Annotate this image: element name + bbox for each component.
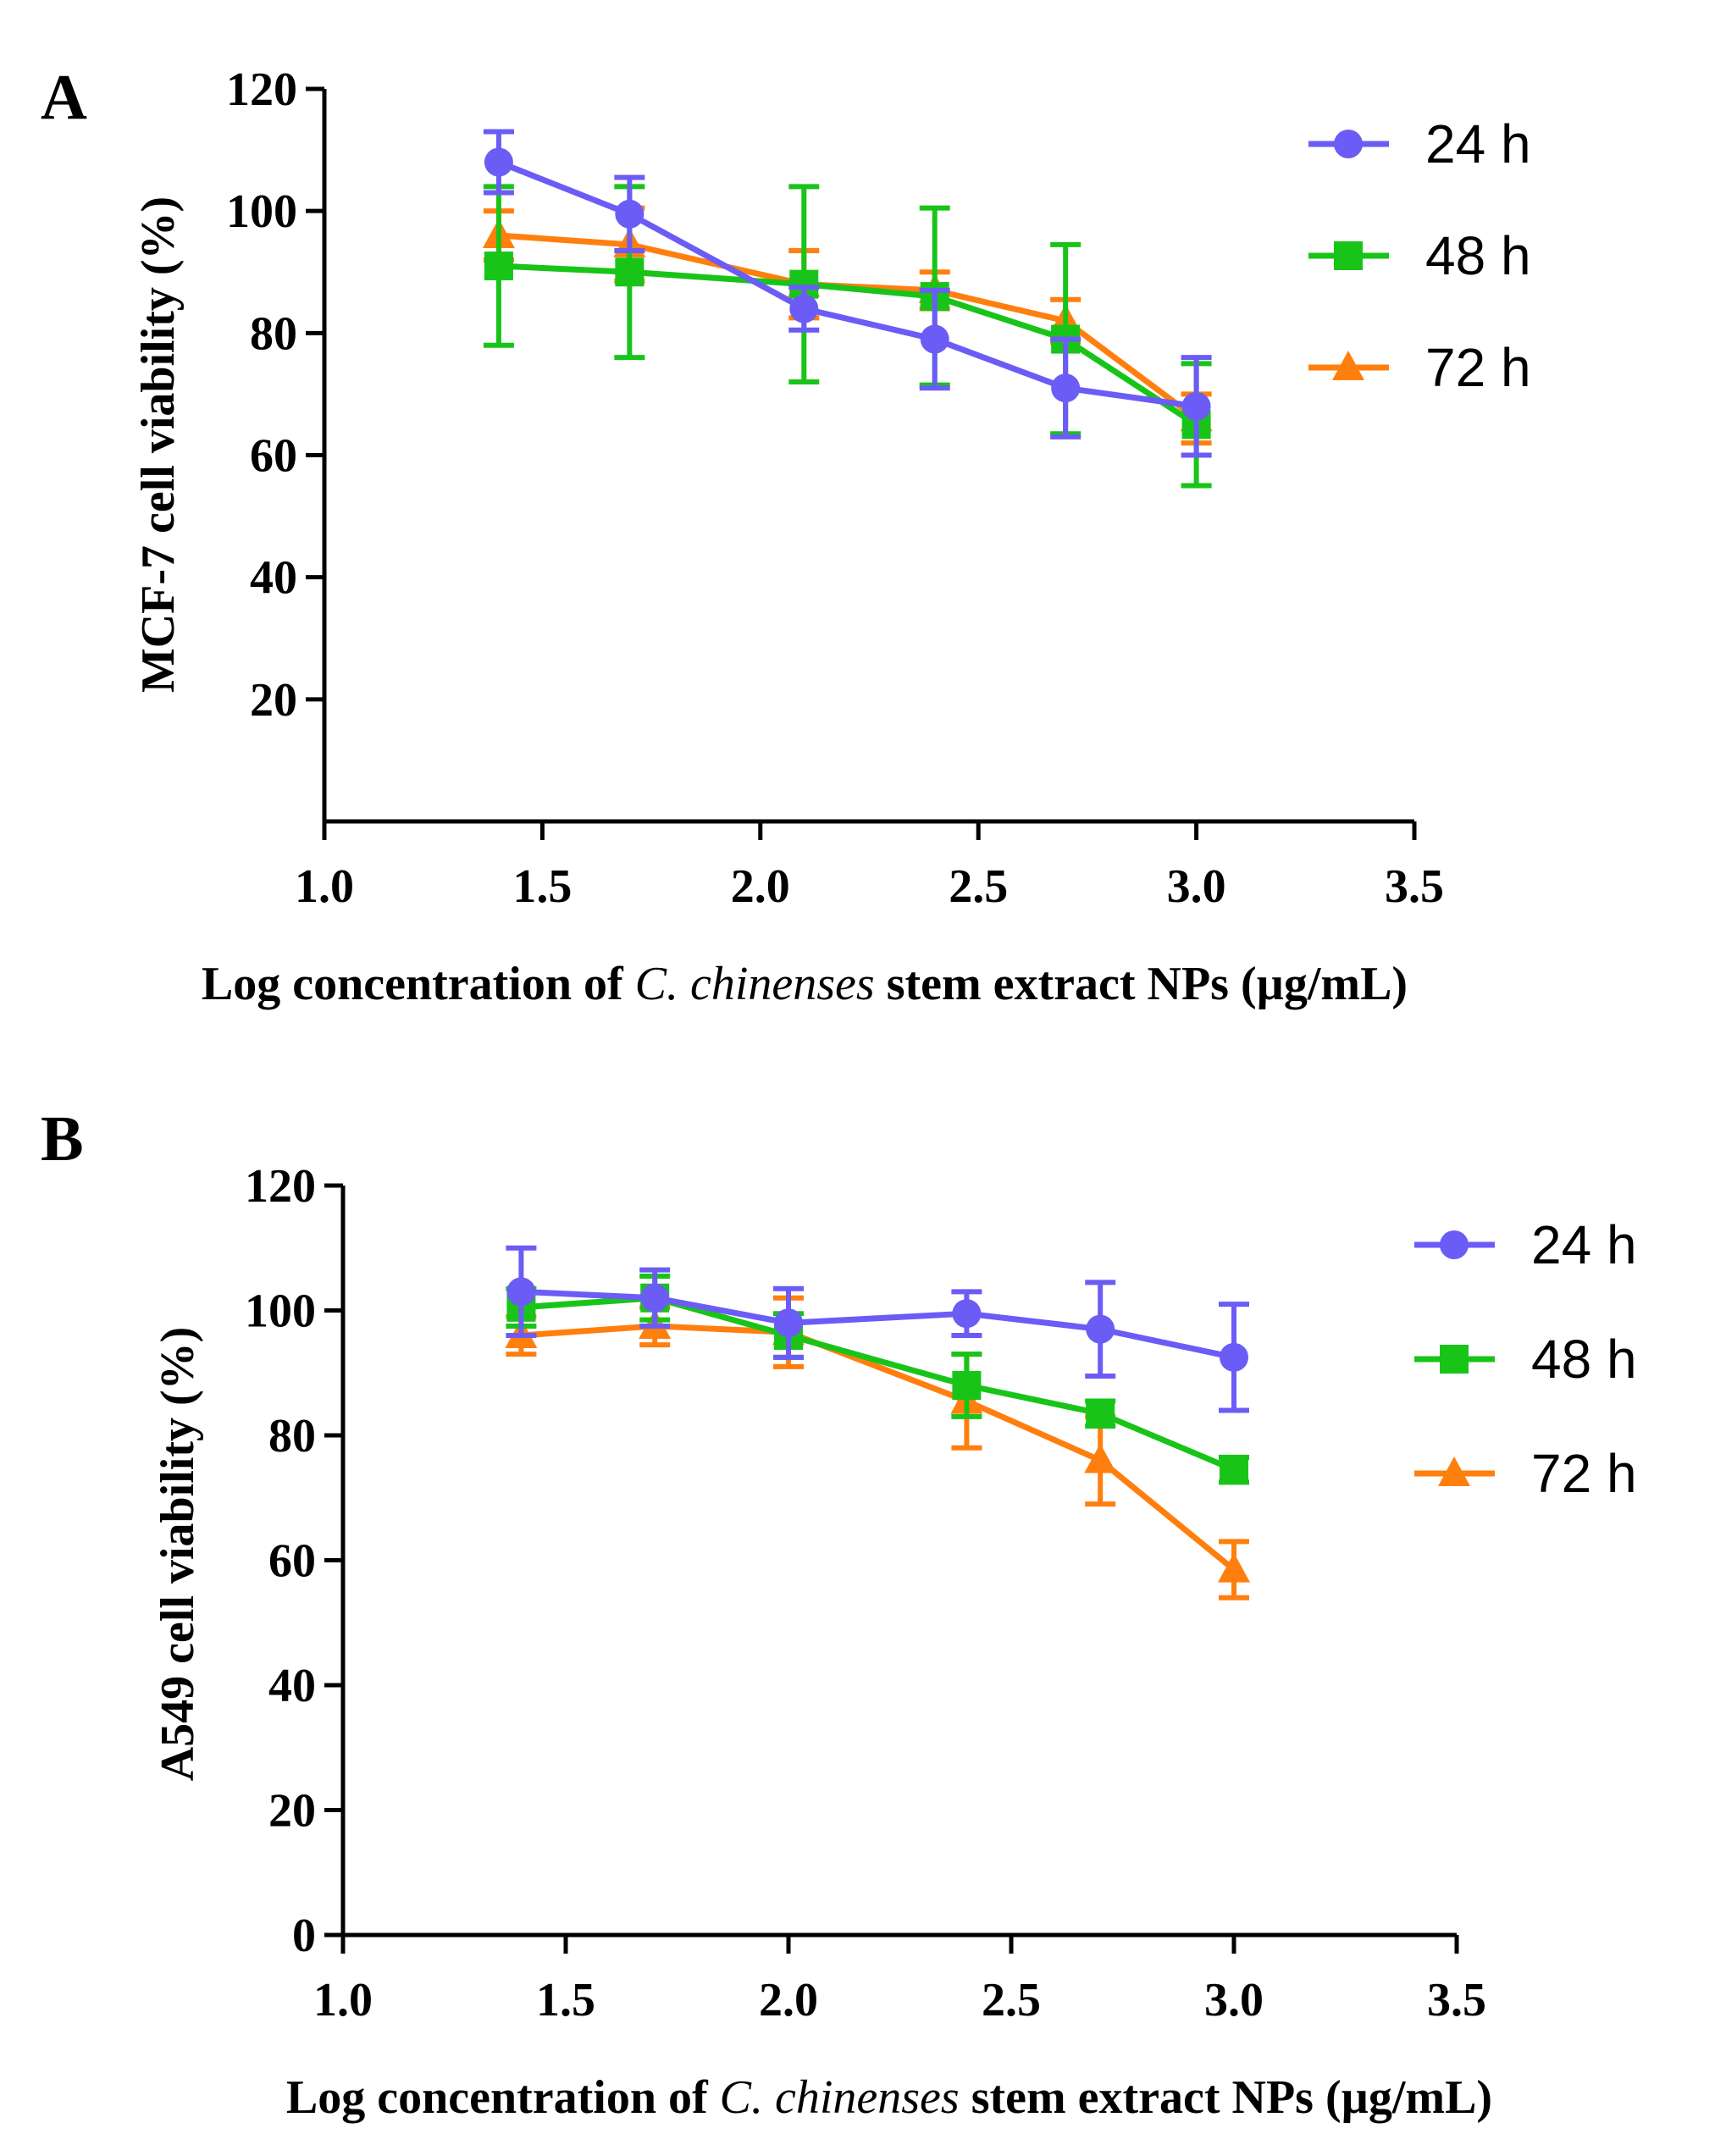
x-axis-title-a: Log concentration of C. chinenses stem e… xyxy=(202,958,1408,1010)
y-tick-label: 40 xyxy=(268,1660,316,1712)
x-tick-label: 1.5 xyxy=(512,860,572,913)
legend-item-72h: 72 h xyxy=(1414,1443,1637,1504)
ticks-b: 1.0 1.5 2.0 2.5 3.0 3.5 0 20 40 60 80 100 120 xyxy=(245,1160,1486,2026)
data-point xyxy=(774,1308,803,1338)
series-24h xyxy=(483,129,1212,458)
data-point xyxy=(1086,1314,1115,1344)
x-tick-label: 1.5 xyxy=(536,1974,595,2026)
y-axis-title-a: MCF-7 cell viability (%) xyxy=(132,196,185,693)
data-point xyxy=(484,252,513,281)
x-tick-label: 3.5 xyxy=(1385,860,1444,913)
legend-marker xyxy=(1440,1230,1469,1259)
x-tick-label: 1.0 xyxy=(313,1974,373,2026)
data-point xyxy=(952,1371,982,1400)
series-line xyxy=(521,1295,1236,1473)
series-a xyxy=(482,129,1213,489)
legend-label: 72 h xyxy=(1425,337,1531,398)
legend-item-24h: 24 h xyxy=(1308,113,1531,174)
x-tick-label: 2.5 xyxy=(949,860,1008,913)
panel-b: B A549 cell viability (%) Log concentrat… xyxy=(41,1103,1637,2124)
x-axis-title-b: Log concentration of C. chinenses stem e… xyxy=(286,2071,1492,2124)
y-tick-label: 60 xyxy=(250,430,297,483)
series-b xyxy=(505,1245,1250,1600)
y-tick-label: 20 xyxy=(250,674,297,727)
data-point xyxy=(615,257,644,287)
data-point xyxy=(1084,1443,1117,1473)
data-point xyxy=(1220,1342,1248,1372)
y-tick-label: 100 xyxy=(245,1285,316,1338)
legend-marker xyxy=(1440,1345,1469,1374)
x-tick-label: 2.0 xyxy=(759,1974,818,2026)
series-line xyxy=(497,159,1198,410)
legend-label: 24 h xyxy=(1531,1214,1637,1275)
data-point xyxy=(1218,1552,1250,1583)
axes-a xyxy=(322,89,1414,824)
legend-label: 24 h xyxy=(1425,113,1531,174)
panel-label-b: B xyxy=(41,1103,84,1175)
x-tick-label: 2.0 xyxy=(731,860,790,913)
legend-label: 48 h xyxy=(1531,1329,1637,1390)
y-axis-title-b: A549 cell viability (%) xyxy=(152,1327,204,1782)
legend-marker xyxy=(1438,1457,1470,1486)
legend-b: 24 h 48 h 72 h xyxy=(1414,1214,1637,1504)
legend-label: 48 h xyxy=(1425,225,1531,286)
x-tick-label: 3.5 xyxy=(1427,1974,1486,2026)
x-tick-label: 2.5 xyxy=(982,1974,1041,2026)
data-point xyxy=(789,294,819,323)
data-point xyxy=(952,1299,982,1329)
data-point xyxy=(1051,373,1081,403)
legend-item-72h: 72 h xyxy=(1308,337,1531,398)
legend-marker xyxy=(1334,241,1363,270)
series-48h xyxy=(483,184,1212,489)
data-point xyxy=(1086,1399,1115,1429)
legend-label: 72 h xyxy=(1531,1443,1637,1504)
data-point xyxy=(506,1277,536,1307)
y-tick-label: 120 xyxy=(226,64,297,116)
data-point xyxy=(484,147,513,177)
legend-a: 24 h 48 h 72 h xyxy=(1308,113,1531,398)
y-tick-label: 100 xyxy=(226,185,297,238)
panel-label-a: A xyxy=(41,62,87,133)
panel-a: A MCF-7 cell viability (%) Log concentra… xyxy=(41,62,1531,1010)
series-72h xyxy=(482,205,1213,446)
legend-marker xyxy=(1332,351,1364,380)
data-point xyxy=(1220,1455,1248,1484)
x-tick-label: 3.0 xyxy=(1204,1974,1264,2026)
legend-item-48h: 48 h xyxy=(1414,1329,1637,1390)
x-tick-label: 3.0 xyxy=(1167,860,1226,913)
y-tick-label: 80 xyxy=(250,307,297,360)
y-tick-label: 80 xyxy=(268,1410,316,1462)
series-line xyxy=(498,263,1198,428)
data-point xyxy=(920,324,949,354)
series-24h xyxy=(506,1245,1249,1413)
y-tick-label: 40 xyxy=(250,552,297,605)
series-72h xyxy=(505,1295,1250,1600)
y-tick-label: 60 xyxy=(268,1535,316,1588)
legend-item-48h: 48 h xyxy=(1308,225,1531,286)
series-line xyxy=(498,232,1198,422)
series-line xyxy=(521,1323,1236,1573)
data-point xyxy=(1181,391,1211,421)
data-point xyxy=(615,199,644,229)
x-tick-label: 1.0 xyxy=(295,860,354,913)
y-tick-label: 120 xyxy=(245,1160,316,1213)
series-line xyxy=(521,1288,1235,1361)
legend-marker xyxy=(1334,130,1363,158)
legend-item-24h: 24 h xyxy=(1414,1214,1637,1275)
ticks-a: 1.0 1.5 2.0 2.5 3.0 3.5 20 40 60 80 100 120 xyxy=(226,64,1444,913)
data-point xyxy=(640,1283,670,1313)
series-48h xyxy=(506,1273,1249,1485)
y-tick-label: 20 xyxy=(268,1785,316,1838)
y-tick-label: 0 xyxy=(292,1910,316,1962)
